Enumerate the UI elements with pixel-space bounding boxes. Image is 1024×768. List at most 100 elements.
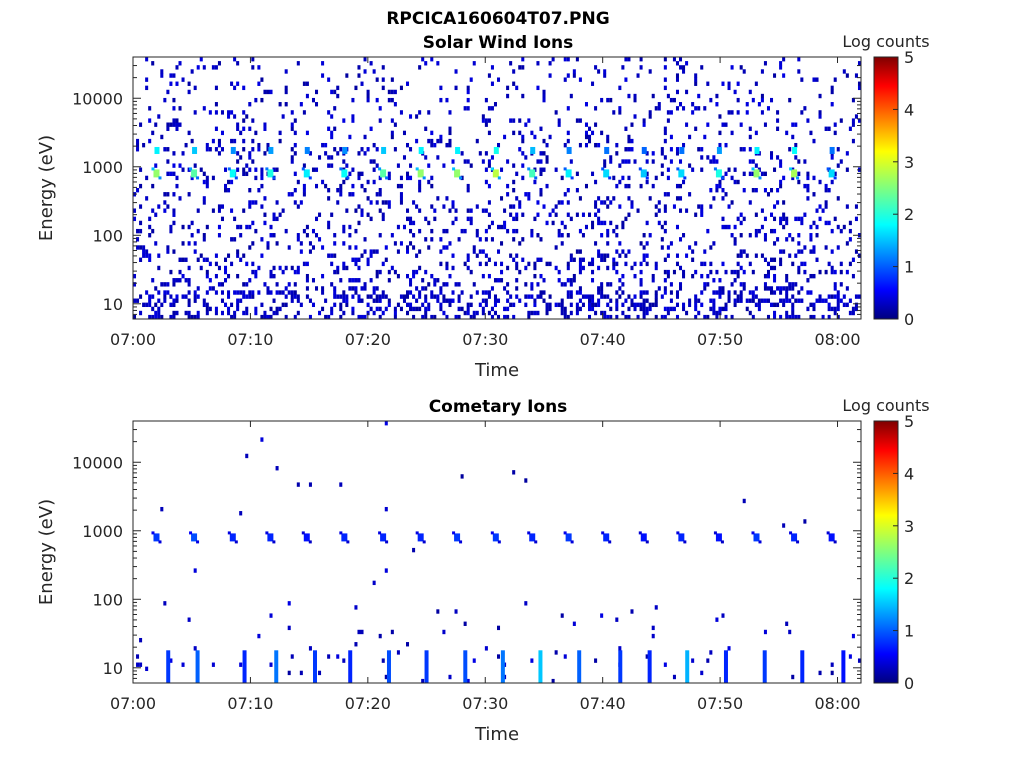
- heatmap-cell: [357, 629, 361, 635]
- heatmap-cell: [321, 306, 325, 312]
- heatmap-cell: [688, 192, 692, 197]
- heatmap-cell: [830, 228, 834, 234]
- heatmap-cell: [497, 77, 501, 82]
- heatmap-cell: [833, 286, 837, 291]
- heatmap-cell: [782, 73, 786, 78]
- heatmap-cell: [773, 310, 777, 316]
- heatmap-cell: [236, 249, 240, 254]
- cometary-colorbar: [873, 420, 899, 684]
- heatmap-cell: [245, 282, 249, 287]
- heatmap-cell: [770, 265, 774, 271]
- secondary-peak-cell: [192, 146, 198, 154]
- heatmap-cell: [457, 237, 461, 242]
- heatmap-cell: [527, 310, 531, 316]
- heatmap-cell: [415, 286, 419, 291]
- heatmap-cell: [666, 167, 670, 172]
- heatmap-cell: [463, 621, 467, 626]
- heatmap-cell: [660, 237, 664, 242]
- heatmap-cell: [751, 294, 755, 299]
- heatmap-cell: [490, 220, 494, 226]
- heatmap-cell: [694, 314, 698, 320]
- heatmap-cell: [794, 216, 798, 222]
- secondary-peak-cell: [641, 146, 647, 154]
- heatmap-cell: [454, 208, 458, 213]
- heatmap-cell: [578, 142, 582, 148]
- heatmap-cell: [827, 314, 831, 320]
- heatmap-cell: [666, 273, 670, 279]
- heatmap-cell: [145, 666, 149, 672]
- burst-cell: [386, 650, 391, 683]
- heatmap-cell: [415, 204, 419, 209]
- heatmap-cell: [512, 314, 516, 320]
- heatmap-cell: [530, 658, 534, 663]
- heatmap-cell: [381, 310, 385, 316]
- heatmap-cell: [806, 118, 810, 123]
- heatmap-cell: [193, 163, 197, 168]
- heatmap-cell: [484, 261, 488, 267]
- heatmap-cell: [591, 224, 595, 230]
- heatmap-cell: [672, 57, 676, 62]
- heatmap-cell: [463, 261, 467, 267]
- heatmap-cell: [220, 310, 224, 316]
- heatmap-cell: [554, 302, 558, 308]
- heatmap-cell: [663, 204, 667, 209]
- heatmap-cell: [515, 212, 519, 217]
- heatmap-cell: [318, 310, 322, 316]
- heatmap-cell: [372, 69, 376, 74]
- heatmap-cell: [205, 142, 209, 148]
- heatmap-cell: [193, 646, 197, 651]
- heatmap-cell: [202, 298, 206, 303]
- heatmap-cell: [284, 85, 288, 91]
- heatmap-cell: [688, 302, 692, 308]
- heatmap-cell: [139, 294, 143, 299]
- heatmap-cell: [487, 130, 491, 136]
- heatmap-cell: [818, 298, 822, 303]
- heatmap-cell: [760, 97, 764, 103]
- heatmap-cell: [493, 298, 497, 303]
- heatmap-cell: [694, 269, 698, 275]
- heatmap-cell: [275, 241, 279, 246]
- heatmap-cell: [178, 61, 182, 66]
- heatmap-cell: [454, 314, 458, 320]
- heatmap-cell: [845, 167, 849, 172]
- heatmap-cell: [227, 290, 231, 295]
- colorbar-tick-label: 4: [904, 464, 914, 483]
- x-tick-label: 07:10: [227, 330, 273, 349]
- heatmap-cell: [700, 65, 704, 70]
- heatmap-cell: [296, 298, 300, 303]
- heatmap-cell: [821, 314, 825, 320]
- heatmap-cell: [809, 224, 813, 230]
- heatmap-cell: [597, 265, 601, 271]
- heatmap-cell: [378, 306, 382, 312]
- heatmap-cell: [597, 196, 601, 201]
- heatmap-cell: [433, 282, 437, 287]
- heatmap-cell: [542, 97, 546, 103]
- heatmap-cell: [451, 298, 455, 303]
- heatmap-cell: [311, 97, 315, 103]
- heatmap-cell: [512, 470, 516, 475]
- heatmap-cell: [369, 200, 373, 205]
- heatmap-cell: [742, 171, 746, 177]
- heatmap-cell: [466, 208, 470, 213]
- heatmap-cell: [196, 228, 200, 234]
- heatmap-cell: [675, 294, 679, 299]
- heatmap-cell: [406, 290, 410, 295]
- heatmap-cell: [475, 310, 479, 316]
- peak-cell: [380, 533, 387, 542]
- heatmap-cell: [530, 286, 534, 291]
- heatmap-cell: [205, 224, 209, 230]
- heatmap-cell: [827, 261, 831, 267]
- heatmap-cell: [308, 249, 312, 254]
- heatmap-cell: [387, 171, 391, 177]
- heatmap-cell: [721, 196, 725, 201]
- heatmap-cell: [166, 122, 170, 127]
- heatmap-cell: [145, 57, 149, 62]
- heatmap-cell: [360, 147, 364, 152]
- heatmap-cell: [766, 273, 770, 279]
- heatmap-cell: [148, 216, 152, 222]
- peak-halo-cell: [234, 176, 238, 180]
- heatmap-cell: [139, 183, 143, 189]
- heatmap-cell: [712, 290, 716, 295]
- heatmap-cell: [293, 314, 297, 320]
- heatmap-cell: [782, 286, 786, 291]
